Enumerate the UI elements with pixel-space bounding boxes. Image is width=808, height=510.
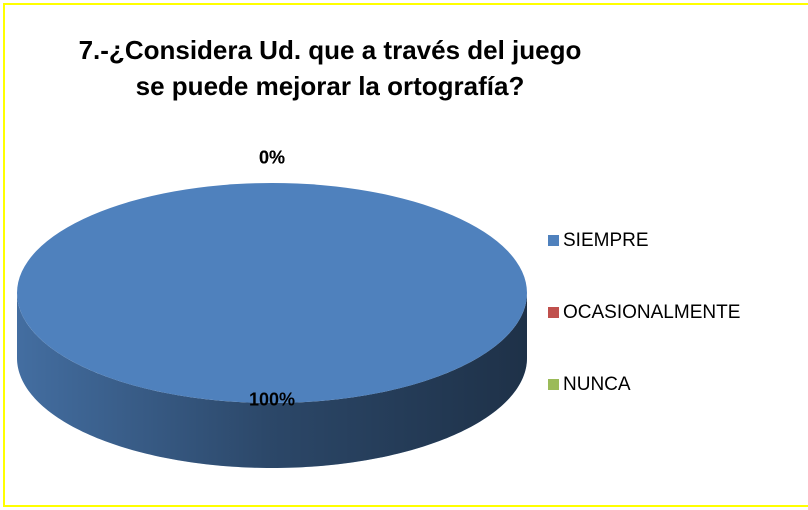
legend-swatch (548, 379, 559, 390)
legend-swatch (548, 307, 559, 318)
data-label: 0% (259, 148, 285, 168)
data-label: 100% (249, 390, 295, 410)
chart-title: se puede mejorar la ortografía? (136, 71, 525, 101)
pie-side-shade (17, 293, 527, 468)
data-label: 0% (259, 148, 285, 168)
legend-label: OCASIONALMENTE (563, 302, 740, 323)
legend-label: NUNCA (563, 374, 631, 395)
pie-slice (17, 183, 527, 403)
legend-label: SIEMPRE (563, 230, 649, 251)
chart-title: 7.-¿Considera Ud. que a través del juego (79, 35, 582, 65)
legend-swatch (548, 235, 559, 246)
